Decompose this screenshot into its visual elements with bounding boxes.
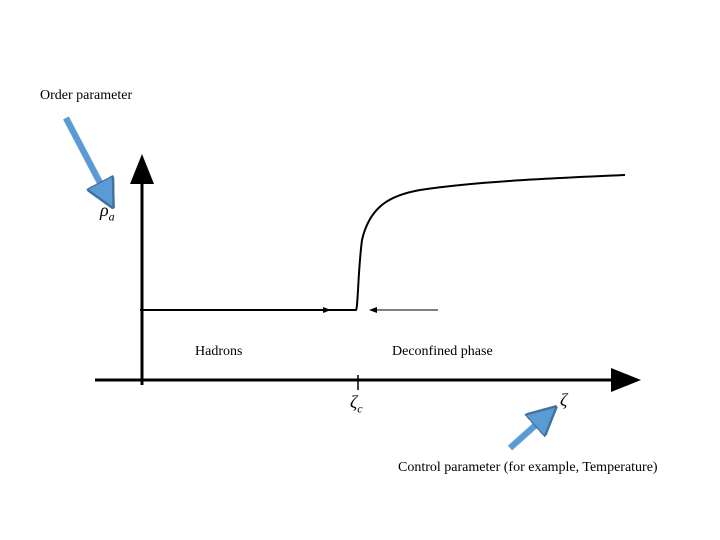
phase-diagram	[0, 0, 720, 540]
transition-curve	[140, 175, 625, 310]
